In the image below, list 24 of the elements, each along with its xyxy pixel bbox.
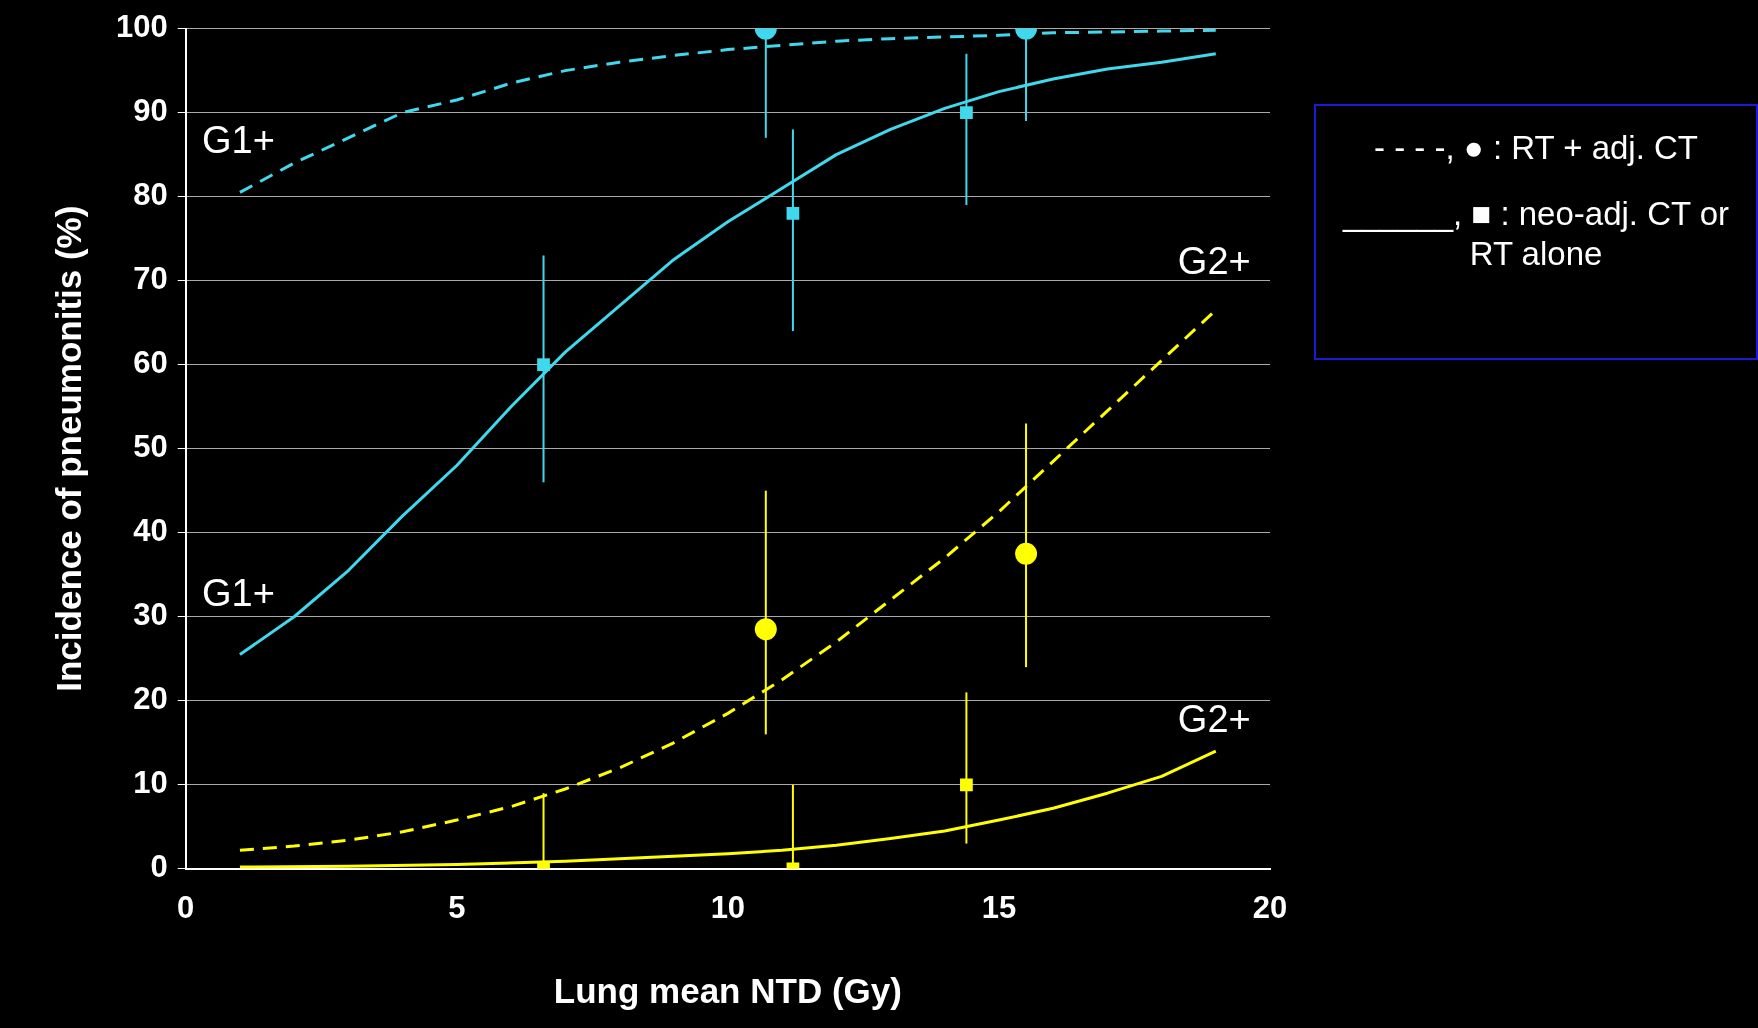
y-tick-label: 70: [133, 261, 168, 297]
x-tick-label: 15: [981, 889, 1017, 925]
x-tick-label: 5: [448, 889, 466, 925]
annotation: G1+: [201, 572, 275, 615]
y-tick-label: 80: [133, 177, 168, 213]
text: ______, ■ : neo-adj. CT or RT alone: [1341, 194, 1731, 274]
y-tick-label: 10: [133, 765, 168, 801]
y-tick-label: 90: [133, 93, 168, 129]
y-axis-title: Incidence of pneumonitis (%): [48, 205, 88, 692]
y-tick-label: 50: [133, 429, 168, 465]
x-tick-label: 0: [177, 889, 195, 925]
x-axis-title: Lung mean NTD (Gy): [553, 970, 902, 1010]
annotation: G1+: [201, 118, 275, 161]
x-tick-label: 10: [710, 889, 746, 925]
y-tick-label: 20: [133, 681, 168, 717]
annotation: G2+: [1177, 698, 1251, 741]
annotation: G2+: [1177, 240, 1251, 283]
y-tick-label: 100: [115, 9, 168, 45]
y-tick-label: 40: [133, 513, 168, 549]
y-tick-label: 30: [133, 597, 168, 633]
y-tick-label: 0: [150, 849, 168, 885]
text: - - - -, ● : RT + adj. CT: [1373, 128, 1699, 168]
x-tick-label: 20: [1252, 889, 1288, 925]
y-tick-label: 60: [133, 345, 168, 381]
